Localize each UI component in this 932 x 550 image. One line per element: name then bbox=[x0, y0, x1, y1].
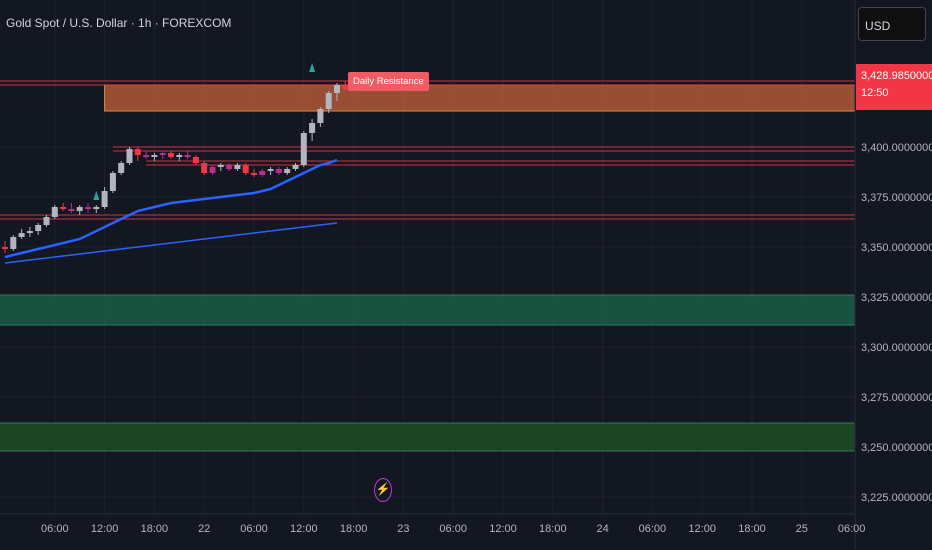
last-price-label: 3,428.9850000000 12:50 bbox=[856, 64, 932, 110]
price-tick-label-4: 3,325.0000000000 bbox=[861, 292, 932, 304]
candles bbox=[2, 81, 349, 253]
price-tick-label-6: 3,375.0000000000 bbox=[861, 192, 932, 204]
candle-body-3 bbox=[26, 231, 33, 233]
candle-body-37 bbox=[309, 123, 316, 133]
candle-body-21 bbox=[176, 155, 183, 157]
candle-body-7 bbox=[60, 207, 67, 209]
candle-body-13 bbox=[109, 173, 116, 191]
time-tick-label-14: 18:00 bbox=[738, 523, 766, 535]
candle-body-24 bbox=[201, 163, 208, 173]
time-tick-label-8: 06:00 bbox=[439, 523, 467, 535]
time-tick-label-3: 22 bbox=[198, 523, 210, 535]
last-price-value: 3,428.9850000000 bbox=[861, 70, 932, 82]
candle-body-31 bbox=[259, 171, 266, 175]
candle-body-1 bbox=[10, 237, 17, 249]
moving-average-0 bbox=[4, 158, 338, 259]
time-tick-label-0: 06:00 bbox=[41, 523, 69, 535]
candle-body-14 bbox=[118, 163, 125, 173]
candle-body-4 bbox=[35, 225, 42, 231]
time-tick-label-6: 18:00 bbox=[340, 523, 368, 535]
candle-body-28 bbox=[234, 165, 241, 169]
daily-resistance-label: Daily Resistance bbox=[348, 72, 429, 91]
price-tick-label-5: 3,350.0000000000 bbox=[861, 242, 932, 254]
candle-body-20 bbox=[168, 153, 174, 157]
candle-body-6 bbox=[51, 207, 58, 217]
bar-countdown: 12:50 bbox=[861, 87, 889, 99]
candle-body-22 bbox=[184, 155, 191, 157]
candle-body-39 bbox=[325, 93, 332, 109]
candle-body-29 bbox=[242, 165, 249, 173]
candle-body-35 bbox=[292, 165, 299, 169]
candle-body-33 bbox=[275, 169, 282, 173]
candle-body-0 bbox=[2, 247, 8, 249]
lightning-icon[interactable]: ⚡ bbox=[374, 478, 392, 502]
candle-body-25 bbox=[209, 167, 216, 173]
time-tick-label-11: 24 bbox=[596, 523, 608, 535]
price-tick-label-2: 3,275.0000000000 bbox=[861, 392, 932, 404]
candle-body-40 bbox=[334, 85, 340, 93]
moving-averages bbox=[4, 158, 338, 264]
time-tick-label-16: 06:00 bbox=[838, 523, 866, 535]
candle-body-12 bbox=[101, 191, 108, 207]
chart-title: Gold Spot / U.S. Dollar · 1h · FOREXCOM bbox=[6, 16, 232, 30]
candle-body-19 bbox=[159, 153, 166, 155]
candle-body-27 bbox=[226, 165, 233, 169]
zones bbox=[0, 84, 856, 452]
price-tick-label-1: 3,250.0000000000 bbox=[861, 442, 932, 454]
price-tick-label-3: 3,300.0000000000 bbox=[861, 342, 932, 354]
candle-body-36 bbox=[300, 133, 307, 165]
signal-arrow-1 bbox=[309, 63, 316, 72]
candle-body-18 bbox=[151, 155, 158, 157]
candle-body-9 bbox=[76, 207, 83, 211]
price-tick-label-7: 3,400.0000000000 bbox=[861, 142, 932, 154]
time-tick-label-4: 06:00 bbox=[240, 523, 268, 535]
candle-body-10 bbox=[85, 207, 91, 209]
candle-body-5 bbox=[43, 217, 50, 225]
signal-arrows bbox=[93, 63, 316, 200]
candle-body-17 bbox=[143, 155, 150, 157]
time-tick-label-13: 12:00 bbox=[688, 523, 716, 535]
candle-body-38 bbox=[317, 109, 324, 123]
currency-button[interactable]: USD bbox=[858, 7, 926, 41]
time-tick-label-9: 12:00 bbox=[489, 523, 517, 535]
candle-body-2 bbox=[18, 233, 25, 237]
candle-body-23 bbox=[192, 157, 199, 163]
resistance-zone bbox=[104, 84, 856, 112]
candle-body-26 bbox=[217, 165, 224, 167]
candle-body-41 bbox=[342, 85, 349, 89]
candle-body-32 bbox=[267, 169, 274, 171]
candle-body-8 bbox=[68, 209, 75, 211]
time-tick-label-12: 06:00 bbox=[639, 523, 667, 535]
signal-arrow-0 bbox=[93, 191, 100, 200]
time-tick-label-15: 25 bbox=[796, 523, 808, 535]
moving-average-1 bbox=[4, 222, 338, 264]
candle-body-34 bbox=[284, 169, 291, 173]
time-axis[interactable]: 06:00 12:00 18:00 22 06:00 12:00 18:00 23 06:00 1… bbox=[41, 523, 865, 535]
time-tick-label-10: 18:00 bbox=[539, 523, 567, 535]
time-tick-label-1: 12:00 bbox=[91, 523, 119, 535]
candle-body-11 bbox=[93, 207, 100, 209]
support-zone-1 bbox=[0, 423, 855, 451]
candle-body-30 bbox=[251, 173, 257, 175]
time-tick-label-2: 18:00 bbox=[141, 523, 169, 535]
time-tick-label-7: 23 bbox=[397, 523, 409, 535]
time-tick-label-5: 12:00 bbox=[290, 523, 318, 535]
price-tick-label-0: 3,225.0000000000 bbox=[861, 492, 932, 504]
support-zone-0 bbox=[0, 295, 855, 325]
candle-body-15 bbox=[126, 149, 133, 163]
candle-body-16 bbox=[134, 149, 141, 155]
price-axis[interactable]: 3,225.0000000000 3,250.0000000000 3,275.00… bbox=[861, 142, 932, 504]
